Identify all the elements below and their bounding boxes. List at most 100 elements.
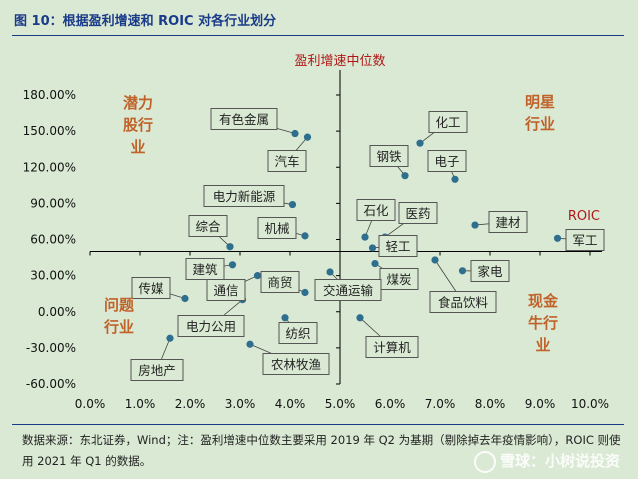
x-axis-label: ROIC — [568, 209, 600, 224]
y-tick-label: 150.00% — [23, 124, 76, 138]
point-label-box — [203, 185, 285, 207]
point-label: 轻工 — [385, 239, 410, 254]
y-tick-label: 120.00% — [23, 160, 76, 174]
point-label: 食品饮料 — [438, 295, 489, 310]
quadrant-label-potential: 业 — [130, 138, 145, 156]
point-label-box — [369, 145, 409, 167]
data-point — [361, 233, 369, 241]
x-tick-label: 2.0% — [175, 397, 206, 411]
data-point — [368, 244, 377, 252]
point-label-box — [262, 353, 330, 375]
quadrant-label-cash: 业 — [535, 336, 550, 354]
x-tick-label: 5.0% — [325, 397, 356, 411]
point-label: 电力新能源 — [213, 189, 276, 204]
data-points — [166, 129, 562, 348]
y-tick-label: -30.00% — [26, 341, 76, 355]
point-label-box — [428, 111, 468, 133]
data-point — [471, 221, 479, 229]
x-tick-label: 10.0% — [571, 397, 609, 411]
x-tick-label: 0.0% — [75, 397, 106, 411]
data-point — [553, 234, 562, 242]
point-label-box — [278, 322, 318, 344]
y-tick-label: -60.00% — [26, 377, 76, 391]
x-tick-label: 1.0% — [125, 397, 156, 411]
x-tick-label: 7.0% — [425, 397, 456, 411]
point-label: 机械 — [264, 221, 290, 236]
point-label-box — [257, 217, 297, 239]
footnote: 数据来源：东北证券，Wind；注：盈利增速中位数主要采用 2019 年 Q2 为… — [22, 433, 621, 468]
quadrant-label-potential: 潜力 — [123, 94, 153, 112]
point-label: 煤炭 — [386, 272, 411, 287]
point-label-box — [260, 271, 300, 293]
y-tick-label: 0.00% — [38, 305, 76, 319]
point-label-box — [188, 215, 228, 237]
point-label: 钢铁 — [376, 149, 402, 164]
data-point — [291, 129, 299, 138]
point-label-box — [427, 150, 467, 172]
data-point — [301, 232, 309, 240]
point-label: 电力公用 — [186, 319, 236, 334]
y-tick-label: 90.00% — [30, 196, 76, 210]
data-point — [458, 267, 467, 275]
data-point — [281, 314, 289, 322]
point-label: 计算机 — [373, 340, 411, 355]
y-tick-label: 30.00% — [30, 269, 76, 283]
point-label-box — [356, 199, 396, 221]
y-tick-label: 180.00% — [23, 88, 76, 102]
point-label-box — [378, 235, 418, 257]
point-label: 纺织 — [285, 326, 310, 341]
point-label-box — [131, 277, 171, 299]
point-label-box — [314, 279, 382, 301]
point-label: 通信 — [213, 283, 238, 298]
data-point — [226, 243, 234, 251]
quadrant-label-star: 明星 — [525, 93, 555, 111]
point-label: 交通运输 — [323, 283, 374, 298]
y-tick-label: 60.00% — [30, 233, 76, 247]
point-label: 传媒 — [138, 281, 164, 296]
x-tick-label: 6.0% — [375, 397, 406, 411]
data-point — [356, 314, 364, 322]
data-point — [288, 200, 297, 209]
data-point — [181, 294, 189, 303]
point-label-box — [398, 202, 438, 224]
point-label: 有色金属 — [219, 112, 269, 127]
point-label-box — [185, 258, 225, 280]
point-label: 电子 — [434, 154, 459, 169]
x-tick-label: 9.0% — [525, 397, 556, 411]
point-label-box — [210, 108, 278, 130]
quadrant-label-cash: 牛行 — [528, 314, 558, 332]
x-tick-label: 4.0% — [275, 397, 306, 411]
data-point — [326, 268, 334, 276]
point-label: 房地产 — [138, 363, 176, 378]
axes — [89, 70, 602, 385]
point-label: 医药 — [405, 206, 430, 221]
data-point — [166, 334, 174, 342]
quadrant-label-cash: 现金 — [528, 292, 559, 310]
y-axis-label: 盈利增速中位数 — [294, 54, 385, 69]
quadrant-label-star: 行业 — [524, 115, 555, 133]
data-point — [303, 133, 312, 141]
point-label-box — [470, 260, 510, 282]
point-label-box — [429, 291, 497, 313]
point-label: 化工 — [435, 115, 460, 130]
watermark: 雪球：小树说投资 — [473, 450, 620, 473]
figure-title: 图 10：根据盈利增速和 ROIC 对各行业划分 — [14, 14, 277, 29]
data-point — [246, 340, 254, 348]
data-point — [451, 175, 459, 183]
point-label: 石化 — [363, 203, 389, 218]
data-point — [301, 288, 309, 297]
x-tick-label: 3.0% — [225, 397, 256, 411]
x-tick-label: 8.0% — [475, 397, 506, 411]
point-label-box — [206, 279, 246, 301]
point-label: 汽车 — [274, 154, 299, 169]
point-label: 商贸 — [267, 275, 292, 290]
data-point — [228, 261, 237, 269]
point-label: 建材 — [495, 215, 520, 230]
data-point — [416, 139, 424, 147]
point-label-box — [267, 150, 307, 172]
watermark-text: 雪球：小树说投资 — [499, 452, 620, 470]
snowball-logo-icon — [473, 450, 496, 473]
quadrant-label-problem: 行业 — [103, 318, 134, 336]
